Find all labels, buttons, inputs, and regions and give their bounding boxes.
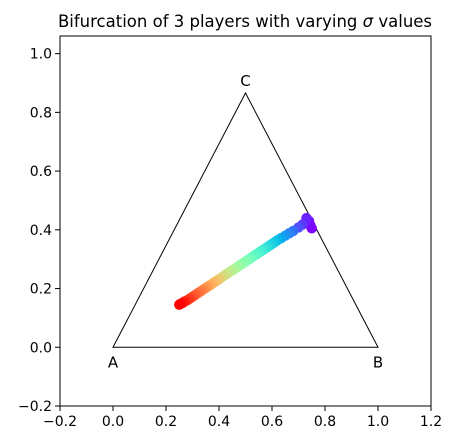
x-tick-label: 1.0 [367,414,389,430]
x-tick-label: 0.2 [155,414,177,430]
chart-title-prefix: Bifurcation of 3 players with varying [58,12,363,31]
vertex-label-b: B [373,353,383,371]
x-tick-label: 0.0 [102,414,124,430]
x-tick-label: 0.8 [314,414,336,430]
y-tick-label: −0.2 [18,399,52,415]
y-tick-label: 0.6 [30,164,52,180]
simplex-triangle [112,91,379,348]
y-tick-label: 0.0 [30,340,52,356]
vertex-label-a: A [108,353,119,371]
x-tick-label: 0.6 [261,414,283,430]
chart-title-symbol: σ [363,12,374,31]
chart-title: Bifurcation of 3 players with varying σ … [58,12,432,31]
data-point [174,299,185,310]
axes-frame [59,35,432,407]
y-tick-label: 0.2 [30,282,52,298]
y-tick-label: 1.0 [30,47,52,63]
chart-title-suffix: values [373,12,432,31]
x-tick-label: −0.2 [43,414,77,430]
plot-area: −0.2 0.0 0.2 0.4 0.6 0.8 1.0 1.2 −0.2 0.0 0.2 0.4 0.… [18,35,442,430]
y-tick-label: 0.4 [30,223,52,239]
y-tick-label: 0.8 [30,105,52,121]
x-tick-label: 1.2 [420,414,442,430]
vertex-label-c: C [240,72,250,90]
x-tick-label: 0.4 [208,414,230,430]
